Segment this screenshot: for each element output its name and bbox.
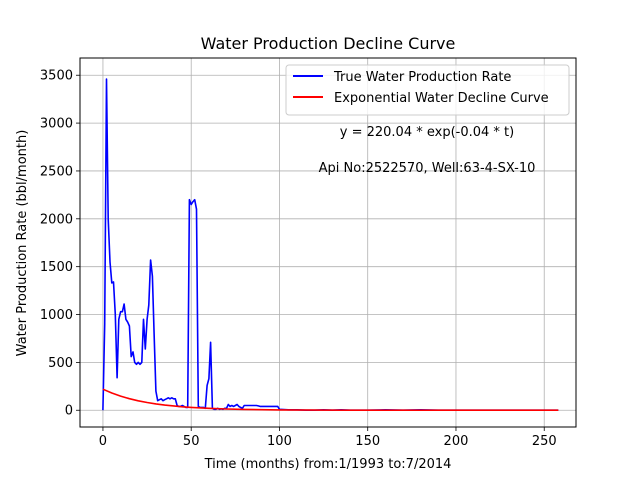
legend: True Water Production Rate Exponential W… (285, 64, 570, 116)
legend-box (285, 64, 570, 116)
plot-frame (79, 57, 577, 428)
x-tick-label: 150 (355, 434, 380, 449)
y-tick-label: 2000 (40, 212, 73, 227)
legend-label-decline-curve: Exponential Water Decline Curve (334, 91, 549, 106)
x-axis-label: Time (months) from:1/1993 to:7/2014 (204, 457, 452, 472)
y-tick-label: 1000 (40, 308, 73, 323)
y-tick-label: 2500 (40, 164, 73, 179)
x-tick-label: 50 (183, 434, 200, 449)
chart-title: Water Production Decline Curve (201, 34, 456, 53)
y-tick-label: 1500 (40, 260, 73, 275)
x-tick-label: 100 (267, 434, 292, 449)
y-tick-label: 3500 (40, 69, 73, 84)
y-axis-label: Water Production Rate (bbl/month) (15, 130, 30, 357)
axis-ticks: 0 50 100 150 200 2500500100015002000250030003… (40, 69, 557, 449)
y-tick-label: 500 (48, 356, 73, 371)
x-tick-label: 250 (532, 434, 557, 449)
legend-label-true-rate: True Water Production Rate (333, 70, 511, 85)
equation-annotation: y = 220.04 * exp(-0.04 * t) (340, 125, 514, 140)
x-tick-label: 0 (99, 434, 107, 449)
y-tick-label: 0 (65, 404, 73, 419)
x-tick-label: 200 (444, 434, 469, 449)
well-annotation: Api No:2522570, Well:63-4-SX-10 (319, 161, 536, 176)
y-tick-label: 3000 (40, 117, 73, 132)
plot-lines (102, 78, 559, 412)
exponential-decline-line (102, 388, 559, 412)
